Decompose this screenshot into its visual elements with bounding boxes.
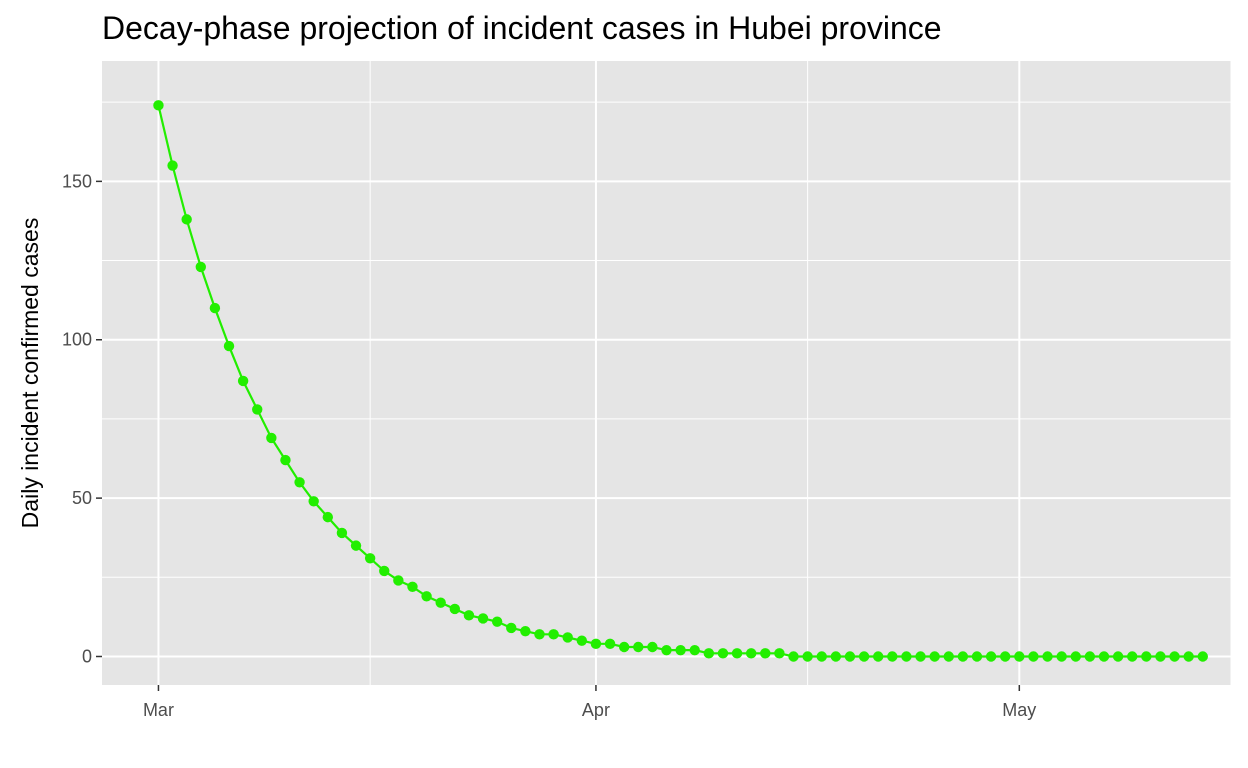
major-gridlines	[102, 61, 1231, 685]
y-tick-labels: 0 50 100 150	[62, 171, 92, 666]
data-point	[844, 651, 856, 662]
data-point	[915, 651, 926, 662]
data-point	[943, 651, 954, 662]
data-point	[1183, 651, 1194, 662]
data-point	[887, 651, 898, 662]
plot-panel	[102, 61, 1231, 685]
data-point	[774, 648, 785, 659]
data-point	[717, 648, 729, 659]
data-point	[1155, 651, 1166, 662]
data-point	[520, 625, 531, 637]
data-point	[280, 454, 291, 466]
data-point	[590, 638, 602, 650]
data-point	[1042, 651, 1053, 662]
data-point	[985, 651, 997, 662]
data-point	[1014, 651, 1025, 662]
data-point	[491, 616, 503, 627]
data-point	[661, 644, 672, 656]
data-point	[477, 613, 489, 624]
y-tick-label: 150	[62, 171, 92, 191]
data-point	[788, 651, 799, 662]
data-point	[689, 644, 700, 656]
chart-title: Decay-phase projection of incident cases…	[102, 10, 942, 46]
data-point	[1098, 651, 1110, 662]
data-point	[1000, 651, 1011, 662]
data-point	[1070, 651, 1081, 662]
data-point	[703, 648, 715, 659]
x-tick-label: May	[1002, 700, 1036, 720]
data-point	[167, 160, 178, 171]
data-point	[350, 540, 362, 551]
data-point	[604, 638, 616, 650]
data-point	[223, 340, 235, 352]
data-point	[760, 648, 771, 659]
data-point	[506, 622, 517, 634]
data-point	[209, 302, 221, 314]
data-point	[633, 641, 644, 653]
data-point	[929, 651, 940, 662]
data-point	[1141, 651, 1152, 662]
data-point	[308, 496, 319, 507]
data-point	[745, 648, 757, 659]
data-point	[675, 644, 686, 656]
data-point	[647, 641, 658, 653]
axis-ticks	[96, 180, 1021, 691]
data-point	[802, 651, 813, 662]
y-tick-label: 50	[72, 488, 92, 508]
data-point	[266, 432, 277, 444]
data-point	[576, 635, 588, 646]
y-axis-label: Daily incident confirmed cases	[17, 218, 43, 529]
data-point	[562, 632, 573, 643]
data-point	[1056, 651, 1067, 662]
data-point	[421, 591, 432, 602]
x-tick-label: Mar	[143, 700, 174, 720]
data-point	[153, 100, 164, 111]
data-point	[322, 511, 333, 523]
data-point	[830, 651, 842, 662]
data-point	[435, 597, 446, 608]
data-point	[463, 610, 475, 621]
data-point	[548, 629, 559, 640]
y-tick-label: 0	[82, 646, 92, 666]
y-tick-label: 100	[62, 330, 92, 350]
series-points	[153, 100, 1208, 662]
data-point	[618, 641, 630, 653]
data-point	[901, 651, 912, 662]
data-point	[336, 527, 348, 539]
data-point	[731, 648, 743, 659]
data-point	[195, 261, 206, 273]
data-point	[1028, 651, 1039, 662]
data-point	[816, 651, 827, 662]
data-point	[364, 553, 376, 564]
data-point	[379, 565, 390, 577]
data-point	[294, 477, 305, 488]
data-point	[252, 404, 263, 415]
data-point	[957, 651, 969, 662]
minor-gridlines	[102, 61, 1232, 685]
data-point	[534, 629, 545, 640]
data-point	[971, 651, 983, 662]
data-point	[1127, 651, 1138, 662]
data-point	[181, 214, 192, 225]
data-point	[872, 651, 884, 662]
data-point	[1169, 651, 1180, 662]
x-tick-label: Apr	[582, 700, 610, 720]
data-point	[393, 575, 404, 586]
data-point	[1084, 651, 1096, 662]
data-point	[1112, 651, 1124, 662]
data-point	[1197, 651, 1208, 662]
data-point	[858, 651, 870, 662]
data-point	[237, 375, 249, 387]
data-point	[407, 581, 418, 593]
x-tick-labels: Mar Apr May	[143, 700, 1036, 720]
data-point	[449, 603, 461, 615]
